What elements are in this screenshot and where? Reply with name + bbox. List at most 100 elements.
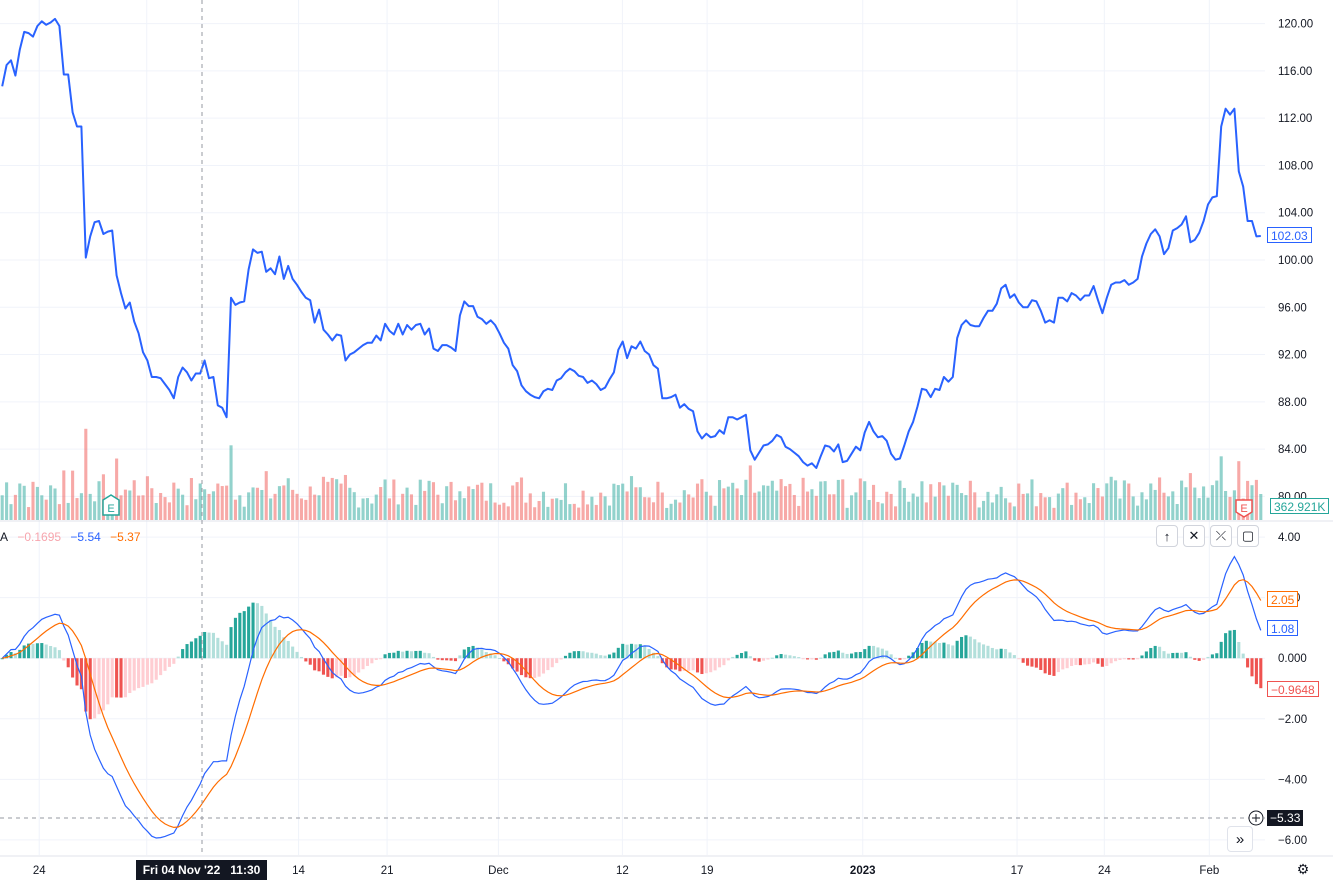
volume-bar	[163, 497, 167, 520]
earnings-marker-right[interactable]: E	[1235, 499, 1253, 518]
macd-histogram-bar	[1206, 656, 1210, 659]
crosshair-plus-icon[interactable]	[1248, 810, 1264, 826]
time-tick-label: 12	[616, 865, 629, 877]
time-axis[interactable]: 24 14 21 Dec 12 19 2023 17 24 Feb	[33, 865, 1219, 877]
macd-histogram-bar	[832, 651, 836, 659]
volume-bar	[1043, 497, 1047, 520]
macd-histogram-bar	[810, 658, 814, 660]
macd-histogram-bar	[304, 658, 308, 662]
volume-bar	[128, 490, 132, 520]
earnings-marker-left[interactable]: E	[102, 494, 120, 516]
macd-histogram-bar	[1175, 652, 1179, 659]
volume-bar	[691, 497, 695, 520]
close-pane-button[interactable]: ✕	[1183, 525, 1205, 547]
volume-bar	[982, 500, 986, 520]
volume-bar	[546, 506, 550, 520]
macd-histogram-bar	[343, 658, 347, 679]
volume-bar	[524, 502, 528, 520]
volume-bar	[603, 496, 607, 520]
macd-histogram-bar	[876, 647, 880, 659]
volume-bar	[867, 499, 871, 520]
time-tick-label: Dec	[488, 865, 509, 877]
volume-bar	[814, 495, 818, 520]
volume-bar	[255, 487, 259, 520]
macd-histogram-bar	[128, 658, 132, 694]
macd-histogram-bar	[1228, 630, 1232, 659]
macd-histogram-bar	[638, 644, 642, 659]
macd-axis[interactable]: 4.002.000.000−2.00−4.00−6.00	[1278, 532, 1307, 847]
volume-bar	[1030, 479, 1034, 520]
volume-bar	[858, 478, 862, 520]
volume-bar	[1109, 476, 1113, 520]
maximize-pane-button[interactable]: ▢	[1237, 525, 1259, 547]
volume-bar	[123, 489, 127, 520]
macd-histogram-bar	[885, 650, 889, 659]
settings-button[interactable]: ⚙	[1294, 860, 1312, 878]
volume-bar	[27, 507, 31, 520]
macd-histogram-bar	[524, 658, 528, 678]
volume-bar	[176, 488, 180, 520]
macd-histogram-bar	[1118, 658, 1122, 661]
macd-histogram-bar	[1096, 658, 1100, 664]
macd-histogram-bar	[827, 652, 832, 659]
volume-bar	[827, 494, 832, 520]
volume-bar	[18, 483, 22, 520]
macd-histogram-bar	[242, 611, 246, 659]
macd-tick-label: −2.00	[1278, 714, 1307, 726]
macd-histogram-bar	[1021, 658, 1025, 663]
macd-histogram-bar	[110, 658, 114, 698]
scroll-to-realtime-button[interactable]: »	[1227, 826, 1253, 852]
volume-bar	[154, 503, 158, 520]
volume-bar	[79, 493, 83, 520]
move-pane-up-button[interactable]: ↑	[1156, 525, 1178, 547]
macd-histogram-bar	[295, 651, 299, 659]
volume-bar	[181, 494, 185, 520]
volume-bar	[938, 482, 942, 520]
macd-histogram-bar	[225, 644, 229, 659]
volume-bar	[1219, 456, 1223, 520]
collapse-pane-button[interactable]: ⤫	[1210, 525, 1232, 547]
macd-legend-signal: −5.37	[110, 530, 141, 544]
volume-bar	[264, 471, 268, 520]
volume-bar	[889, 493, 893, 520]
volume-bar	[475, 484, 480, 520]
volume-bar	[673, 499, 678, 520]
volume-bar	[66, 502, 70, 520]
macd-histogram-bar	[370, 658, 374, 664]
macd-gridlines	[0, 536, 1265, 841]
macd-histogram-bar	[150, 658, 154, 684]
volume-bar	[559, 499, 563, 520]
volume-bar	[555, 498, 559, 520]
macd-histogram-bar	[1180, 652, 1184, 659]
macd-histogram-bar	[871, 645, 876, 659]
earnings-marker-right-label: E	[1240, 503, 1247, 515]
price-tick-label: 108.00	[1278, 160, 1313, 172]
macd-histogram-bar	[299, 656, 303, 659]
volume-bar	[502, 502, 506, 520]
crosshair-date-label: Fri 04 Nov '22 11:30	[136, 860, 267, 880]
macd-histogram-bar	[97, 658, 101, 715]
volume-bar	[326, 481, 330, 520]
macd-histogram-bar	[141, 658, 145, 687]
price-tick-label: 104.00	[1278, 208, 1313, 220]
macd-histogram-bar	[273, 626, 277, 659]
macd-line	[1, 555, 1262, 839]
volume-bar	[225, 485, 229, 520]
macd-histogram-bar	[982, 644, 986, 659]
macd-histogram-bar	[44, 644, 48, 659]
volume-bar	[665, 507, 669, 520]
volume-bar	[352, 492, 356, 520]
volume-bar	[445, 486, 449, 520]
macd-histogram-bar	[264, 613, 268, 659]
price-axis[interactable]: 120.00 116.00 112.00 108.00 104.00 100.00 96.0…	[1278, 19, 1313, 504]
volume-bar	[119, 495, 123, 520]
volume-bar	[1254, 479, 1258, 520]
volume-bar	[722, 488, 726, 520]
macd-histogram-bar	[62, 658, 66, 661]
volume-bar	[145, 476, 149, 520]
volume-bar	[1237, 461, 1241, 520]
macd-histogram-bar	[1197, 658, 1201, 661]
macd-histogram-bar	[577, 651, 581, 659]
volume-bar	[986, 491, 990, 520]
